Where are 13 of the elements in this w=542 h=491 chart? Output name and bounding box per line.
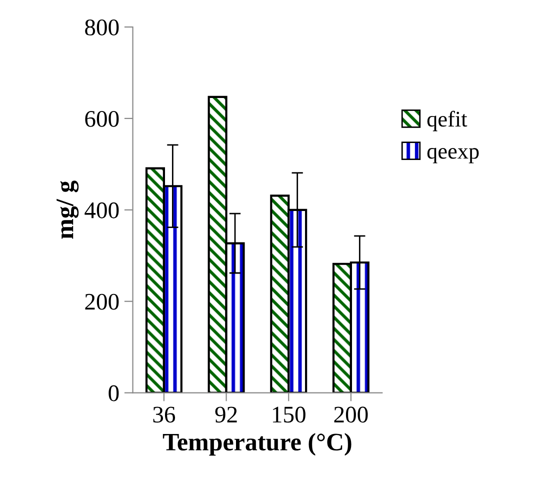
x-tick-label: 92 [215,406,237,423]
y-tick-label: 600 [85,110,119,127]
y-tick-label: 0 [108,385,119,402]
x-tick-label: 36 [153,406,176,423]
legend-label: qeexp [427,148,479,164]
x-axis-title: Temperature (°C) [162,432,352,456]
y-tick-label: 400 [84,202,119,218]
y-tick-label: 800 [85,19,119,36]
x-tick-label: 150 [272,406,306,423]
y-tick-label: 200 [85,294,119,310]
x-tick-label: 200 [334,406,368,423]
y-axis-title: mg/ g [56,180,79,239]
legend-label: qefit [427,110,468,132]
